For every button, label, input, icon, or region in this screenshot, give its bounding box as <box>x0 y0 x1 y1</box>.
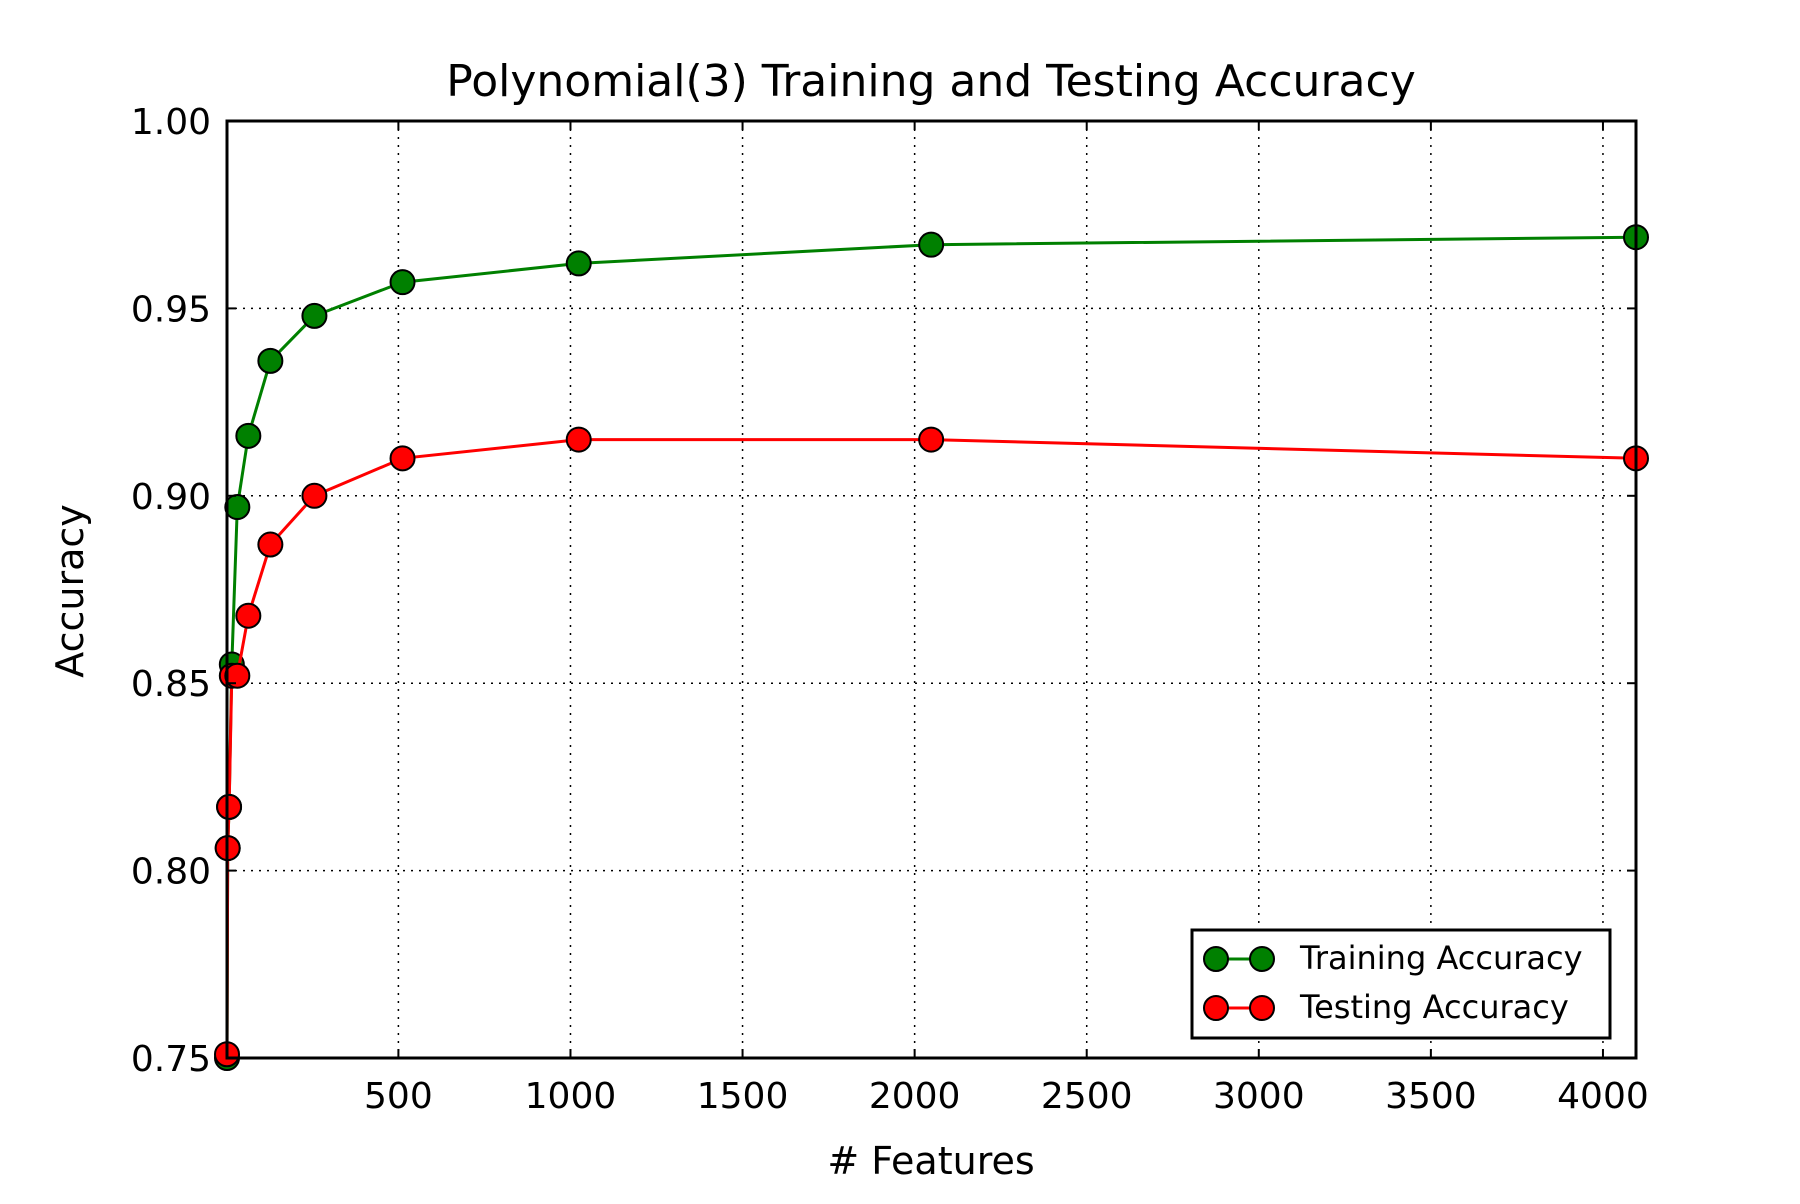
data-point <box>224 662 251 689</box>
chart-title: Polynomial(3) Training and Testing Accur… <box>446 56 1415 107</box>
x-tick-label: 2000 <box>869 1076 961 1117</box>
y-tick-label: 0.75 <box>131 1039 211 1080</box>
y-tick-label: 0.85 <box>131 664 211 705</box>
legend-marker-testing <box>1203 995 1229 1021</box>
legend-marker-testing <box>1249 995 1275 1021</box>
y-tick-label: 1.00 <box>131 102 211 143</box>
x-axis-label: # Features <box>827 1139 1034 1183</box>
y-tick-label: 0.80 <box>131 852 211 893</box>
data-point <box>918 426 945 453</box>
legend-entry-testing: Testing Accuracy <box>1203 988 1569 1026</box>
y-tick-label: 0.95 <box>131 289 211 330</box>
legend-marker-training <box>1249 946 1275 972</box>
x-tick-label: 500 <box>364 1076 433 1117</box>
plot-frame <box>225 119 1638 1060</box>
data-point <box>235 602 262 629</box>
data-point <box>257 347 284 374</box>
legend-marker-training <box>1203 946 1229 972</box>
x-tick-label: 3000 <box>1213 1076 1305 1117</box>
series-testing-accuracy <box>214 426 1649 1068</box>
legend: Training Accuracy Testing Accuracy <box>1190 928 1612 1040</box>
data-point <box>918 231 945 258</box>
data-point <box>301 302 328 329</box>
data-point <box>565 426 592 453</box>
legend-label-testing: Testing Accuracy <box>1299 988 1569 1026</box>
legend-entry-training: Training Accuracy <box>1203 939 1583 977</box>
data-point <box>216 793 243 820</box>
data-point <box>257 531 284 558</box>
x-tick-label: 2500 <box>1041 1076 1133 1117</box>
data-point <box>389 269 416 296</box>
data-point <box>389 445 416 472</box>
grid-layer <box>227 121 1636 1058</box>
data-point <box>224 494 251 521</box>
x-tick-label: 3500 <box>1385 1076 1477 1117</box>
y-tick-label: 0.90 <box>131 477 211 518</box>
x-tick-label: 4000 <box>1557 1076 1649 1117</box>
data-point <box>301 482 328 509</box>
ticks-layer: 500 1000 1500 2000 2500 3000 3500 4000 0.75 0.80 0… <box>131 102 1649 1117</box>
x-tick-label: 1000 <box>525 1076 617 1117</box>
data-point <box>565 250 592 277</box>
series-layer <box>214 224 1649 1071</box>
data-point <box>235 422 262 449</box>
x-tick-label: 1500 <box>697 1076 789 1117</box>
legend-label-training: Training Accuracy <box>1299 939 1583 977</box>
y-axis-label: Accuracy <box>48 504 92 678</box>
